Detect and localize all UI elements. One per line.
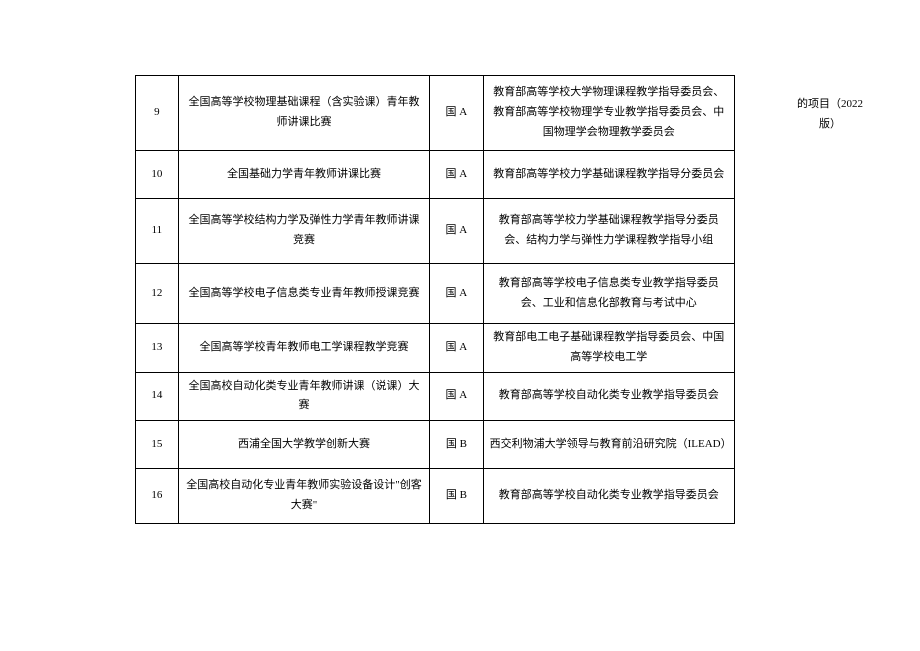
- cell-org: 教育部电工电子基础课程教学指导委员会、中国高等学校电工学: [483, 324, 734, 373]
- cell-org: 教育部高等学校自动化类专业教学指导委员会: [483, 372, 734, 421]
- competition-table: 9 全国高等学校物理基础课程（含实验课）青年教师讲课比赛 国 A 教育部高等学校…: [135, 75, 735, 524]
- cell-level: 国 A: [430, 264, 483, 324]
- cell-level: 国 A: [430, 151, 483, 199]
- side-note: 的项目（2022 版）: [780, 95, 880, 135]
- cell-name: 全国高等学校物理基础课程（含实验课）青年教师讲课比赛: [178, 76, 429, 151]
- cell-org: 西交利物浦大学领导与教育前沿研究院（ILEAD）: [483, 421, 734, 469]
- side-note-line2: 版）: [819, 118, 841, 130]
- cell-num: 11: [136, 199, 179, 264]
- cell-level: 国 A: [430, 324, 483, 373]
- table-row: 11 全国高等学校结构力学及弹性力学青年教师讲课竞赛 国 A 教育部高等学校力学…: [136, 199, 735, 264]
- cell-level: 国 B: [430, 469, 483, 524]
- cell-name: 西浦全国大学教学创新大赛: [178, 421, 429, 469]
- cell-num: 16: [136, 469, 179, 524]
- cell-level: 国 A: [430, 76, 483, 151]
- cell-level: 国 A: [430, 199, 483, 264]
- cell-num: 13: [136, 324, 179, 373]
- cell-num: 10: [136, 151, 179, 199]
- cell-org: 教育部高等学校力学基础课程教学指导分委员会、结构力学与弹性力学课程教学指导小组: [483, 199, 734, 264]
- cell-name: 全国基础力学青年教师讲课比赛: [178, 151, 429, 199]
- table-row: 14 全国高校自动化类专业青年教师讲课（说课）大赛 国 A 教育部高等学校自动化…: [136, 372, 735, 421]
- cell-org: 教育部高等学校自动化类专业教学指导委员会: [483, 469, 734, 524]
- cell-level: 国 B: [430, 421, 483, 469]
- cell-name: 全国高等学校青年教师电工学课程教学竞赛: [178, 324, 429, 373]
- table-row: 9 全国高等学校物理基础课程（含实验课）青年教师讲课比赛 国 A 教育部高等学校…: [136, 76, 735, 151]
- cell-num: 15: [136, 421, 179, 469]
- cell-org: 教育部高等学校力学基础课程教学指导分委员会: [483, 151, 734, 199]
- table-row: 13 全国高等学校青年教师电工学课程教学竞赛 国 A 教育部电工电子基础课程教学…: [136, 324, 735, 373]
- competition-table-container: 9 全国高等学校物理基础课程（含实验课）青年教师讲课比赛 国 A 教育部高等学校…: [135, 75, 900, 524]
- cell-level: 国 A: [430, 372, 483, 421]
- cell-num: 9: [136, 76, 179, 151]
- table-row: 12 全国高等学校电子信息类专业青年教师授课竞赛 国 A 教育部高等学校电子信息…: [136, 264, 735, 324]
- cell-org: 教育部高等学校电子信息类专业教学指导委员会、工业和信息化部教育与考试中心: [483, 264, 734, 324]
- side-note-line1: 的项目（2022: [797, 98, 863, 110]
- cell-name: 全国高校自动化类专业青年教师讲课（说课）大赛: [178, 372, 429, 421]
- table-row: 10 全国基础力学青年教师讲课比赛 国 A 教育部高等学校力学基础课程教学指导分…: [136, 151, 735, 199]
- cell-name: 全国高校自动化专业青年教师实验设备设计"创客大赛": [178, 469, 429, 524]
- cell-name: 全国高等学校结构力学及弹性力学青年教师讲课竞赛: [178, 199, 429, 264]
- cell-num: 14: [136, 372, 179, 421]
- table-row: 16 全国高校自动化专业青年教师实验设备设计"创客大赛" 国 B 教育部高等学校…: [136, 469, 735, 524]
- cell-org: 教育部高等学校大学物理课程教学指导委员会、教育部高等学校物理学专业教学指导委员会…: [483, 76, 734, 151]
- cell-num: 12: [136, 264, 179, 324]
- table-row: 15 西浦全国大学教学创新大赛 国 B 西交利物浦大学领导与教育前沿研究院（IL…: [136, 421, 735, 469]
- cell-name: 全国高等学校电子信息类专业青年教师授课竞赛: [178, 264, 429, 324]
- table-body: 9 全国高等学校物理基础课程（含实验课）青年教师讲课比赛 国 A 教育部高等学校…: [136, 76, 735, 524]
